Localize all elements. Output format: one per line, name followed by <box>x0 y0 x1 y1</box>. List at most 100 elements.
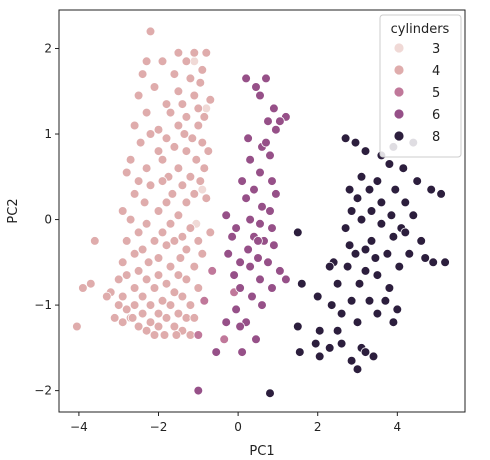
data-point <box>129 300 140 310</box>
data-point <box>185 172 196 182</box>
data-point <box>141 107 152 118</box>
data-point <box>388 317 399 328</box>
data-point <box>145 180 156 191</box>
data-point <box>193 283 204 293</box>
data-point <box>269 240 279 251</box>
legend-entry-label: 5 <box>432 86 440 101</box>
data-point <box>340 133 351 144</box>
data-point <box>376 219 387 229</box>
data-point <box>169 287 180 298</box>
data-point <box>179 129 190 139</box>
data-point <box>251 82 261 92</box>
data-point <box>386 210 397 221</box>
data-point <box>129 189 140 199</box>
legend-marker <box>393 86 405 98</box>
data-point <box>157 176 168 186</box>
data-point <box>177 231 188 242</box>
data-point <box>143 257 154 268</box>
data-point <box>161 99 172 109</box>
data-point <box>141 56 152 67</box>
data-point <box>243 133 253 144</box>
data-point <box>127 313 138 323</box>
data-point <box>211 347 222 357</box>
data-point <box>416 236 427 246</box>
data-point <box>149 330 160 340</box>
data-point <box>426 184 437 195</box>
data-point <box>372 270 383 280</box>
data-point <box>189 189 200 199</box>
data-point <box>153 321 164 332</box>
data-point <box>121 236 132 246</box>
data-point <box>261 73 271 84</box>
data-point <box>145 129 156 139</box>
data-point <box>193 103 204 114</box>
data-point <box>370 253 381 263</box>
data-point <box>372 308 383 319</box>
data-point <box>231 304 241 315</box>
data-point <box>149 236 160 246</box>
data-point <box>117 291 128 302</box>
data-point <box>237 176 247 186</box>
data-point <box>223 249 234 259</box>
data-point <box>153 270 164 280</box>
data-point <box>199 295 210 306</box>
data-point <box>161 133 172 144</box>
data-point <box>404 249 415 259</box>
data-point <box>197 65 208 75</box>
data-point <box>219 334 230 345</box>
data-point <box>133 176 144 186</box>
data-point <box>90 236 100 246</box>
data-point <box>181 146 192 156</box>
data-point <box>372 176 383 186</box>
data-point <box>165 107 176 118</box>
data-point <box>253 253 263 263</box>
data-point <box>360 244 371 255</box>
legend: cylinders 3 4 5 6 8 <box>379 14 462 158</box>
data-point <box>203 146 214 156</box>
legend-marker <box>393 64 405 76</box>
data-point <box>257 201 267 212</box>
data-point <box>133 90 144 101</box>
data-point <box>157 295 168 306</box>
data-point <box>145 300 156 310</box>
data-point <box>121 304 132 315</box>
data-point <box>360 266 371 276</box>
data-point <box>364 184 375 195</box>
data-point <box>117 317 128 328</box>
legend-entry-label: 4 <box>432 64 440 79</box>
data-point <box>314 351 325 362</box>
data-point <box>189 56 200 67</box>
data-point <box>336 338 347 349</box>
data-point <box>185 223 196 233</box>
data-point <box>261 137 271 148</box>
data-point <box>342 261 353 272</box>
data-point <box>133 266 144 276</box>
data-point <box>267 176 277 186</box>
data-point <box>344 184 355 195</box>
data-point <box>129 120 140 131</box>
data-point <box>326 300 337 310</box>
data-point <box>360 146 371 156</box>
data-point <box>235 321 245 332</box>
data-point <box>187 133 198 144</box>
data-point <box>125 154 136 165</box>
data-point <box>197 137 208 148</box>
data-point <box>275 116 285 126</box>
data-point <box>195 176 206 186</box>
data-point <box>267 283 277 293</box>
data-point <box>344 240 355 251</box>
data-point <box>346 206 357 216</box>
ticks-layer: −4 −2 0 2 4 −2 −1 0 1 2 <box>34 41 401 434</box>
data-point <box>324 343 335 353</box>
data-point <box>255 274 265 285</box>
data-point <box>296 278 307 289</box>
data-point <box>191 154 202 165</box>
y-tick-label: −2 <box>34 384 52 398</box>
data-point <box>420 253 431 263</box>
points-layer <box>72 26 450 399</box>
data-point <box>332 325 343 336</box>
data-point <box>193 236 204 246</box>
data-point <box>346 355 357 366</box>
data-point <box>263 116 273 126</box>
data-point <box>436 189 446 199</box>
